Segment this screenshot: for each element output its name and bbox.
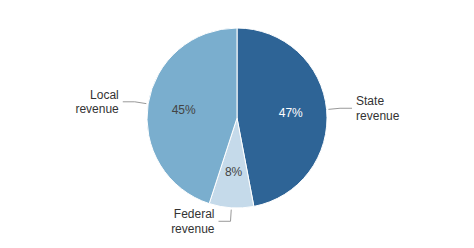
- leader-line: [328, 108, 352, 109]
- pie-labels: 47% Staterevenue 8% Federalrevenue 45% Localr…: [75, 88, 399, 236]
- leader-line: [219, 210, 232, 222]
- data-label: 47%: [279, 106, 303, 120]
- pie-slices: [147, 28, 327, 208]
- chart-container: 47% Staterevenue 8% Federalrevenue 45% Localr…: [0, 0, 474, 248]
- pie-slice: [237, 28, 327, 206]
- leader-line: [123, 102, 147, 104]
- category-label: Localrevenue: [75, 88, 119, 116]
- data-label: 45%: [172, 103, 196, 117]
- chart: 47% Staterevenue 8% Federalrevenue 45% Localr…: [0, 0, 474, 248]
- category-label: Staterevenue: [356, 94, 400, 122]
- data-label: 8%: [225, 165, 243, 179]
- pie-slice: [147, 28, 237, 204]
- category-label: Federalrevenue: [171, 207, 215, 235]
